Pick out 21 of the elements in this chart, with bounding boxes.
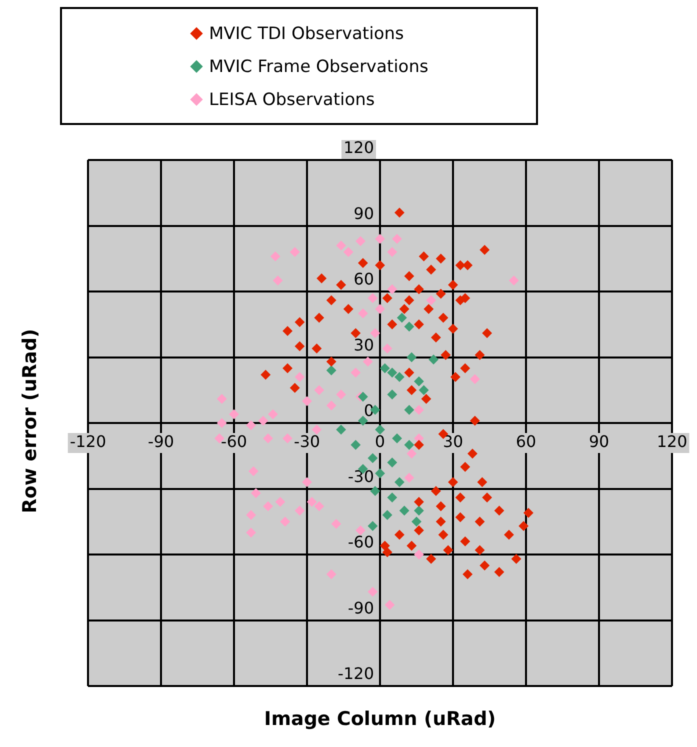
legend-label: MVIC TDI Observations — [209, 24, 404, 44]
y-tick-label: -30 — [348, 466, 374, 486]
x-tick-label: -30 — [294, 432, 320, 452]
y-tick-label: -60 — [348, 532, 374, 552]
y-tick-label: 120 — [343, 138, 374, 158]
x-tick-label: -60 — [220, 432, 248, 452]
y-tick-label: -120 — [338, 664, 374, 684]
y-tick-label: 30 — [354, 335, 374, 354]
y-axis-title: Row error (uRad) — [19, 328, 41, 516]
y-tick-label: 90 — [354, 204, 374, 223]
x-tick-label: 30 — [442, 432, 464, 452]
legend-label: MVIC Frame Observations — [209, 56, 428, 76]
x-axis-title: Image Column (uRad) — [263, 708, 497, 730]
x-tick-label: 120 — [656, 432, 688, 452]
legend-label: LEISA Observations — [209, 90, 375, 110]
y-tick-label: 60 — [354, 270, 374, 289]
x-tick-label: 90 — [588, 432, 610, 452]
x-tick-label: -90 — [148, 432, 174, 452]
x-tick-label: 60 — [516, 432, 536, 452]
y-tick-label: -90 — [348, 598, 374, 618]
x-tick-label: -120 — [70, 432, 106, 452]
